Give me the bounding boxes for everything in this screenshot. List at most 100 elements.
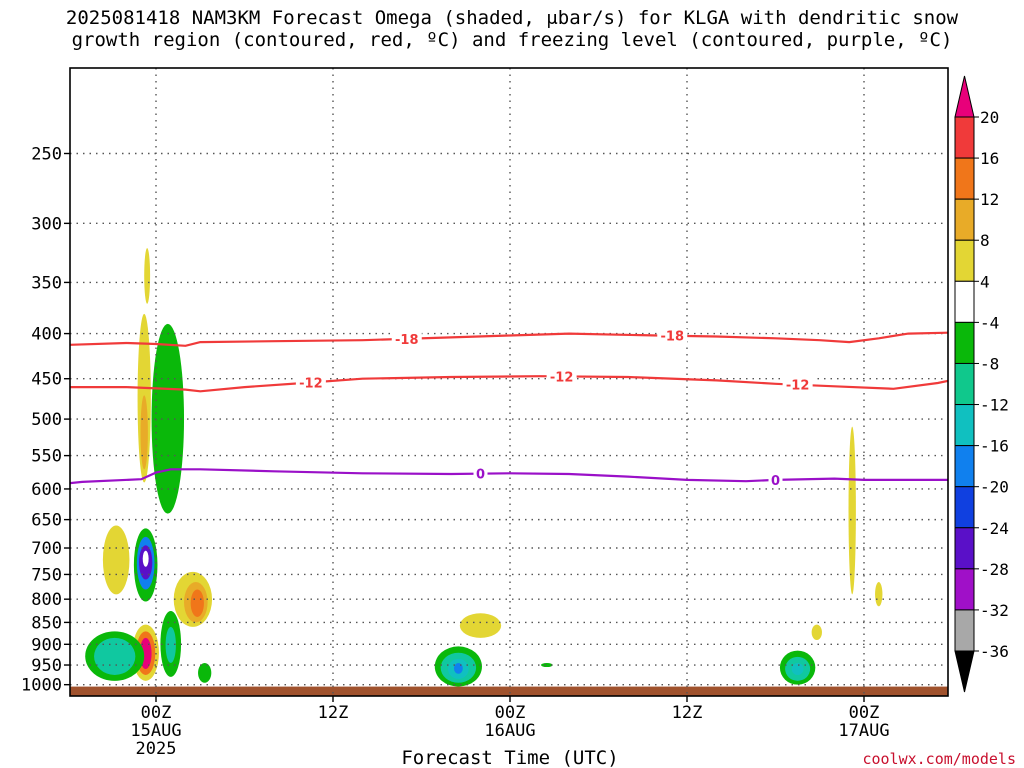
contour-label-bg-0-1 xyxy=(391,331,422,346)
x-tick-label: 12Z xyxy=(672,703,703,723)
x-tick-label: 12Z xyxy=(318,703,349,723)
colorbar-tick-label: 12 xyxy=(980,190,999,209)
colorbar-tick-label: -16 xyxy=(980,437,1009,456)
y-tick-label: 350 xyxy=(31,273,62,293)
colorbar-tick-label: -8 xyxy=(980,354,999,373)
axes: 2503003504004505005506006507007508008509… xyxy=(21,67,949,759)
contour--18: -18-18-18 xyxy=(70,328,948,348)
contour-label: -18 xyxy=(395,333,419,348)
x-axis-label: Forecast Time (UTC) xyxy=(401,747,618,768)
colorbar-band-11 xyxy=(954,568,975,611)
y-tick-label: 700 xyxy=(31,539,62,559)
contour-label-bg-2-0 xyxy=(473,466,488,481)
colorbar: 20 16 12 8 4 -4 -8 -12 -16 -20 -24 -28 -32 -36 xyxy=(954,75,1009,693)
colorbar-tick-label: 4 xyxy=(980,272,990,291)
colorbar-band-10 xyxy=(954,527,975,570)
omega-region-3 xyxy=(142,550,149,567)
colorbar-band-6 xyxy=(954,362,975,406)
colorbar-band-4 xyxy=(954,280,975,323)
colorbar-band-1 xyxy=(954,157,975,200)
colorbar-band-12 xyxy=(954,609,975,652)
y-tick-label: 600 xyxy=(31,480,62,500)
colorbar-tick-label: -20 xyxy=(980,478,1009,497)
colorbar-band-2 xyxy=(954,198,975,241)
omega-region-19 xyxy=(144,248,151,304)
contour-label: -12 xyxy=(299,376,323,391)
colorbar-band-7 xyxy=(954,404,975,447)
y-tick-label: 300 xyxy=(31,214,62,234)
colorbar-tick-label: 16 xyxy=(980,149,999,168)
contour--12: -12 -12 -12 xyxy=(70,369,948,394)
y-tick-label: 750 xyxy=(31,565,62,585)
omega-region-26 xyxy=(540,662,553,668)
y-tick-label: 950 xyxy=(31,656,62,676)
y-tick-label: 800 xyxy=(31,590,62,610)
contour-label-bg-1-1 xyxy=(546,369,577,384)
omega-region-15 xyxy=(198,662,212,683)
colorbar-band-5 xyxy=(954,321,975,364)
x-tick-label: 00Z xyxy=(495,703,526,723)
x-tick-label: 16AUG xyxy=(484,721,535,741)
colorbar-band-3 xyxy=(954,239,975,282)
colorbar-band-9 xyxy=(954,486,975,529)
omega-region-32 xyxy=(875,582,883,607)
y-tick-label: 900 xyxy=(31,635,62,655)
y-tick-label: 1000 xyxy=(21,676,62,696)
contour-label-bg-0-2 xyxy=(657,328,688,343)
x-tick-label: 00Z xyxy=(141,703,172,723)
credit-link[interactable]: coolwx.com/models xyxy=(862,750,1016,768)
omega-region-9 xyxy=(102,525,130,595)
contour-label: 0 xyxy=(771,474,780,489)
chart-title-line-1: 2025081418 NAM3KM Forecast Omega (shaded… xyxy=(66,7,959,29)
chart-title-line-2: growth region (contoured, red, ºC) and f… xyxy=(72,29,953,51)
omega-region-25 xyxy=(459,613,502,638)
y-tick-label: 550 xyxy=(31,447,62,467)
plot-frame xyxy=(69,67,949,697)
x-tick-label: 15AUG xyxy=(130,721,181,741)
omega-region-8 xyxy=(94,637,136,675)
contour-label: -12 xyxy=(786,379,810,394)
colorbar-tick-label: -36 xyxy=(980,642,1009,661)
y-tick-label: 850 xyxy=(31,613,62,633)
colorbar-tick-label: -12 xyxy=(980,396,1009,415)
omega-region-31 xyxy=(848,426,856,595)
x-tick-label: 2025 xyxy=(136,739,177,759)
omega-region-30 xyxy=(811,624,822,641)
colorbar-tick-label: 8 xyxy=(980,231,990,250)
colorbar-tick-label: 20 xyxy=(980,108,999,127)
colorbar-band-0 xyxy=(954,116,975,159)
omega-region-18 xyxy=(140,395,148,470)
colorbar-bottom-arrow xyxy=(954,650,975,693)
shaded-omega xyxy=(70,248,948,696)
omega-region-12 xyxy=(190,589,204,617)
contour-line-0 xyxy=(70,468,948,485)
colorbar-tick-label: -28 xyxy=(980,560,1009,579)
contour-label: -18 xyxy=(661,330,685,345)
y-tick-label: 500 xyxy=(31,410,62,430)
omega-region-29 xyxy=(791,662,804,675)
y-tick-label: 450 xyxy=(31,370,62,390)
colorbar-tick-label: -4 xyxy=(980,313,999,332)
grid-lines xyxy=(70,68,948,696)
contour-label-bg-1-0 xyxy=(295,375,326,390)
x-tick-label: 00Z xyxy=(849,703,880,723)
y-tick-label: 250 xyxy=(31,144,62,164)
terrain-strip xyxy=(70,686,948,696)
y-tick-label: 650 xyxy=(31,511,62,531)
contour-line--18 xyxy=(70,331,948,347)
plot-area xyxy=(70,248,948,696)
omega-region-14 xyxy=(165,626,176,663)
contour-label: 0 xyxy=(476,468,485,483)
contour-label-bg-2-1 xyxy=(768,472,783,487)
colorbar-band-8 xyxy=(954,445,975,488)
contour-line--12 xyxy=(70,375,948,393)
contour-label: -12 xyxy=(550,370,574,385)
contour-label-bg-1-2 xyxy=(782,377,813,392)
colorbar-tick-label: -32 xyxy=(980,601,1009,620)
colorbar-tick-label: -24 xyxy=(980,519,1009,538)
y-tick-label: 400 xyxy=(31,325,62,345)
x-tick-label: 17AUG xyxy=(838,721,889,741)
